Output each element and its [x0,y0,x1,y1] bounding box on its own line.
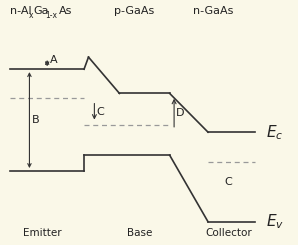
Text: Base: Base [128,228,153,238]
Text: As: As [59,6,72,16]
Text: p-GaAs: p-GaAs [114,6,154,16]
Text: C: C [97,107,104,117]
Text: Emitter: Emitter [24,228,62,238]
Text: n-GaAs: n-GaAs [193,6,234,16]
Text: D: D [176,108,185,118]
Text: A: A [50,55,58,64]
Text: x: x [29,11,33,20]
Text: C: C [224,177,232,187]
Text: Collector: Collector [205,228,252,238]
Text: Ga: Ga [34,6,49,16]
Text: $E_v$: $E_v$ [266,212,284,231]
Text: n-Al: n-Al [10,6,32,16]
Text: $E_c$: $E_c$ [266,123,283,142]
Text: B: B [32,115,39,125]
Text: 1-x: 1-x [45,11,57,20]
